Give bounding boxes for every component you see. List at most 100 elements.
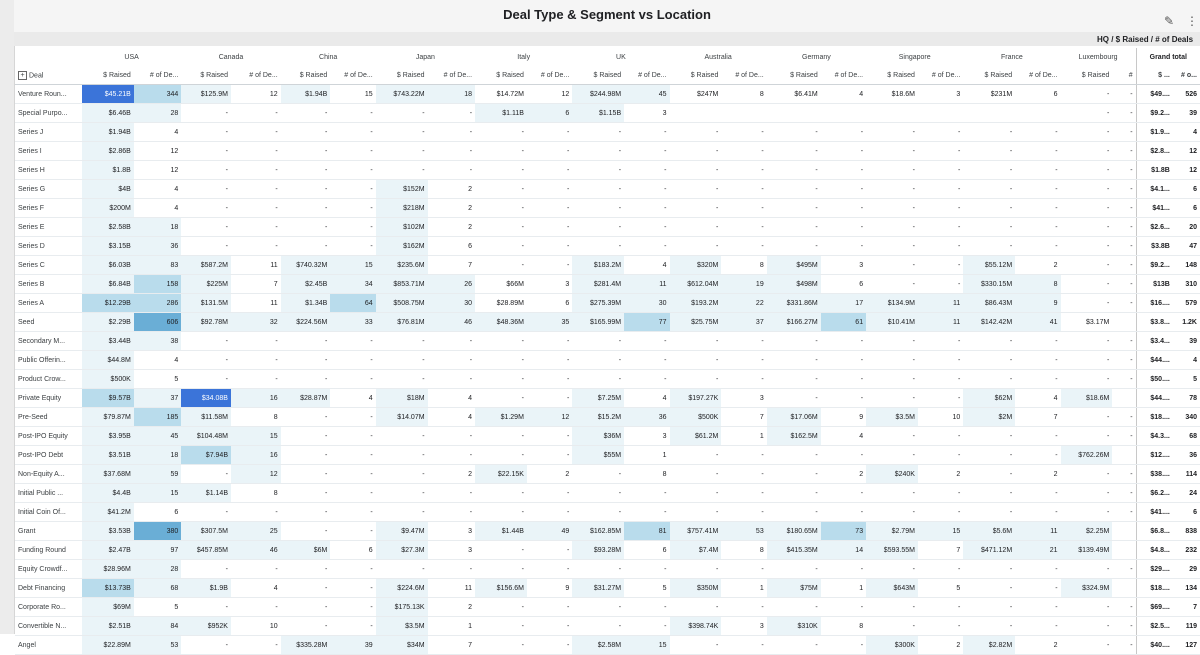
- deal-type-label[interactable]: Seed: [15, 312, 82, 332]
- deals-cell: -: [1015, 236, 1061, 256]
- deal-type-label[interactable]: Initial Coin Of...: [15, 502, 82, 522]
- deals-column-header[interactable]: # of De...: [230, 66, 281, 85]
- raised-column-header[interactable]: $ Raised: [766, 66, 821, 85]
- deal-type-label[interactable]: Convertible N...: [15, 616, 82, 636]
- raised-column-header[interactable]: $ Raised: [181, 66, 231, 85]
- deals-column-header[interactable]: # of De...: [721, 66, 767, 85]
- raised-cell: $79.87M: [81, 407, 134, 427]
- deals-column-header[interactable]: # of De...: [917, 66, 964, 85]
- raised-column-header[interactable]: $ Raised: [280, 66, 331, 85]
- location-header[interactable]: USA: [124, 53, 139, 61]
- deal-type-label[interactable]: Series G: [15, 179, 82, 199]
- deal-type-label[interactable]: Funding Round: [15, 540, 82, 560]
- deals-column-header[interactable]: # of De...: [427, 66, 476, 85]
- deal-type-label[interactable]: Series J: [15, 122, 82, 142]
- deal-type-label[interactable]: Post-IPO Debt: [15, 445, 82, 465]
- deals-column-header[interactable]: # of De...: [1015, 66, 1061, 85]
- deal-type-label[interactable]: Venture Roun...: [15, 84, 82, 104]
- location-header[interactable]: Italy: [517, 53, 531, 61]
- deal-type-label[interactable]: Angel: [15, 635, 82, 655]
- deal-type-label[interactable]: Private Equity: [15, 388, 82, 408]
- deal-type-label[interactable]: Series H: [15, 160, 82, 180]
- raised-cell: -: [475, 597, 527, 617]
- pencil-icon[interactable]: ✎: [1164, 14, 1175, 28]
- deal-column-header[interactable]: + Deal: [15, 66, 82, 85]
- location-header[interactable]: Canada: [218, 53, 244, 61]
- raised-column-header[interactable]: $ Raised: [866, 66, 918, 85]
- raised-cell: $218M: [375, 198, 428, 218]
- table-row: Angel $22.89M 53- - $335.28M 39 $34M 7- - $2.58M 1…: [15, 635, 1200, 655]
- raised-cell: $495M: [766, 255, 821, 275]
- deal-type-label[interactable]: Secondary M...: [15, 331, 82, 351]
- deals-cell: 2: [427, 179, 476, 199]
- deal-type-label[interactable]: Post-IPO Equity: [15, 426, 82, 446]
- location-header[interactable]: Grand total: [1135, 48, 1200, 66]
- raised-cell: $320M: [669, 255, 722, 275]
- deal-type-label[interactable]: Pre-Seed: [15, 407, 82, 427]
- grand-total-raised-cell: $41....: [1135, 502, 1173, 522]
- deals-cell: -: [820, 122, 867, 142]
- location-header[interactable]: UK: [616, 53, 626, 61]
- deal-type-label[interactable]: Series C: [15, 255, 82, 275]
- location-header[interactable]: Australia: [704, 53, 732, 61]
- raised-column-header[interactable]: $ Raised: [572, 66, 625, 85]
- raised-cell: $125.9M: [181, 84, 231, 104]
- raised-column-header[interactable]: $ Raised: [475, 66, 527, 85]
- raised-cell: -: [572, 369, 625, 389]
- deal-type-label[interactable]: Series I: [15, 141, 82, 161]
- raised-column-header[interactable]: $ Raised: [1060, 66, 1113, 85]
- deal-type-label[interactable]: Debt Financing: [15, 578, 82, 598]
- raised-column-header[interactable]: $ Raised: [375, 66, 428, 85]
- deals-column-header[interactable]: # of De...: [330, 66, 376, 85]
- deal-type-label[interactable]: Series F: [15, 198, 82, 218]
- deal-type-label[interactable]: Equity Crowdf...: [15, 559, 82, 579]
- deal-type-label[interactable]: Product Crow...: [15, 369, 82, 389]
- deal-type-label[interactable]: Public Offerin...: [15, 350, 82, 370]
- raised-cell: -: [280, 559, 331, 579]
- location-header[interactable]: France: [1001, 53, 1023, 61]
- deals-cell: -: [330, 350, 376, 370]
- deals-cell: -: [624, 483, 670, 503]
- deal-type-label[interactable]: Series E: [15, 217, 82, 237]
- deals-column-header[interactable]: #: [1112, 66, 1137, 85]
- deals-column-header[interactable]: # of De...: [133, 66, 182, 85]
- location-header[interactable]: Luxembourg: [1078, 53, 1118, 61]
- kebab-menu-icon[interactable]: ⋮: [1186, 14, 1198, 28]
- raised-column-header[interactable]: $ Raised: [81, 66, 134, 85]
- deal-type-label[interactable]: Corporate Ro...: [15, 597, 82, 617]
- deals-cell: 53: [721, 521, 767, 541]
- deal-type-label[interactable]: Non-Equity A...: [15, 464, 82, 484]
- raised-column-header[interactable]: $ Raised: [669, 66, 722, 85]
- deal-type-label[interactable]: Series A: [15, 293, 82, 313]
- location-header[interactable]: Japan: [415, 53, 435, 61]
- deals-cell: 7: [917, 540, 964, 560]
- raised-cell: $5.6M: [963, 521, 1016, 541]
- raised-cell: $7.25M: [572, 388, 625, 408]
- deals-column-header[interactable]: # of De...: [526, 66, 573, 85]
- grand-total-deals-header[interactable]: # o...: [1172, 66, 1200, 85]
- deals-cell: -: [330, 236, 376, 256]
- deals-column-header[interactable]: # of De...: [624, 66, 670, 85]
- raised-cell: -: [1060, 141, 1113, 161]
- grand-total-raised-header[interactable]: $ ...: [1135, 66, 1173, 85]
- raised-cell: -: [963, 160, 1016, 180]
- deal-type-label[interactable]: Grant: [15, 521, 82, 541]
- deal-type-label[interactable]: Special Purpo...: [15, 103, 82, 123]
- raised-cell: -: [572, 483, 625, 503]
- deals-cell: [820, 103, 867, 123]
- location-header[interactable]: China: [319, 53, 338, 61]
- raised-cell: [866, 103, 918, 123]
- deals-column-header[interactable]: # of De...: [820, 66, 867, 85]
- location-header[interactable]: Germany: [802, 53, 831, 61]
- grand-total-raised-cell: $50....: [1135, 369, 1173, 389]
- raised-column-header[interactable]: $ Raised: [963, 66, 1016, 85]
- deals-cell: 18: [133, 445, 182, 465]
- raised-cell: -: [572, 160, 625, 180]
- deals-cell: 84: [133, 616, 182, 636]
- deal-type-label[interactable]: Series B: [15, 274, 82, 294]
- deal-type-label[interactable]: Series D: [15, 236, 82, 256]
- deal-type-label[interactable]: Initial Public ...: [15, 483, 82, 503]
- location-header[interactable]: Singapore: [898, 53, 931, 61]
- plus-box-icon[interactable]: +: [18, 70, 27, 80]
- raised-cell: -: [181, 331, 231, 351]
